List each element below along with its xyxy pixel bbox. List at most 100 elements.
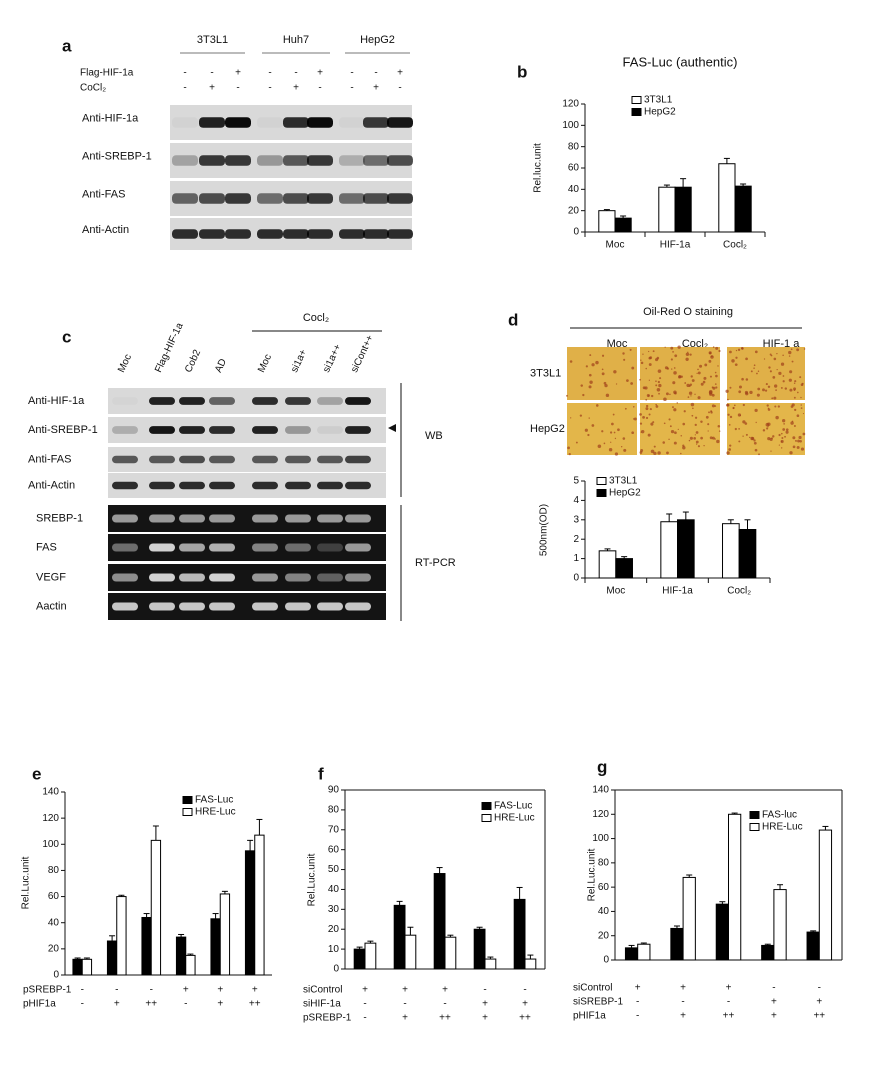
stain-dot [567, 446, 570, 450]
blot-band [387, 229, 413, 239]
stain-dot [614, 437, 617, 440]
bar [404, 934, 417, 970]
panel-label: f [318, 764, 324, 783]
blot-band [307, 155, 333, 166]
bar [674, 186, 692, 233]
stain-dot [649, 408, 652, 411]
condition-sign: - [183, 68, 186, 79]
stain-dot [789, 388, 793, 392]
error-bar [680, 178, 687, 188]
condition-sign: - [236, 83, 239, 94]
stain-dot [595, 360, 599, 365]
blot-band [225, 229, 251, 239]
error-bar [118, 894, 125, 897]
blot-band [225, 193, 251, 204]
stain-dot [623, 448, 627, 452]
condition-sign: + [726, 983, 732, 994]
blot-band [257, 229, 283, 239]
blot-band [257, 155, 283, 166]
stain-dot [750, 370, 753, 373]
stain-dot [778, 371, 782, 376]
stain-dot [792, 436, 796, 440]
y-tick-label: 60 [568, 163, 580, 174]
blot-label: Anti-HIF-1a [82, 112, 139, 124]
stain-dot [767, 385, 771, 389]
stain-dot [745, 433, 748, 436]
stain-dot [756, 393, 760, 397]
error-bar [221, 890, 228, 894]
stain-dot [613, 431, 616, 434]
panel-label: d [508, 310, 518, 329]
stain-dot [697, 371, 701, 375]
condition-sign: - [772, 983, 775, 994]
panel-label: a [62, 36, 72, 55]
stain-dot [631, 431, 635, 435]
stain-dot [645, 398, 648, 401]
stain-dot [655, 405, 659, 408]
blot-band [283, 229, 309, 239]
stain-dot [670, 346, 674, 350]
stain-dot [609, 431, 613, 434]
arrowhead [388, 424, 396, 432]
stain-dot [680, 452, 682, 455]
stain-dot [789, 451, 793, 455]
error-bar [396, 900, 403, 906]
stain-dot [690, 395, 692, 397]
blot-band [317, 514, 343, 523]
stain-dot [645, 367, 648, 370]
stain-dot [617, 428, 620, 432]
stain-dot [584, 428, 588, 432]
blot-band [179, 543, 205, 552]
condition-sign: - [483, 985, 486, 996]
cell-line-label: 3T3L1 [197, 34, 228, 46]
stain-dot [745, 378, 749, 381]
blot-band [317, 573, 343, 582]
condition-sign: - [183, 83, 186, 94]
stain-dot [729, 444, 732, 447]
blot-band [112, 397, 138, 405]
stain-dot [566, 394, 568, 397]
stain-dot [745, 392, 749, 396]
error-bar [744, 519, 751, 530]
stain-dot [613, 370, 617, 374]
blot-band [285, 481, 311, 490]
y-tick-label: 60 [598, 882, 610, 893]
bar [244, 850, 256, 976]
condition-sign: + [771, 1011, 777, 1022]
y-tick-label: 40 [48, 917, 60, 928]
blot-label: Aactin [36, 600, 67, 612]
stain-dot [595, 404, 599, 407]
error-bar [603, 209, 610, 211]
blot-band [112, 602, 138, 611]
stain-dot [673, 408, 677, 412]
condition-sign: - [523, 985, 526, 996]
condition-sign: + [522, 999, 528, 1010]
blot-band [179, 573, 205, 582]
stain-dot [611, 422, 614, 426]
stain-dot [650, 422, 654, 426]
stain-dot [657, 380, 660, 384]
stain-dot [710, 355, 713, 358]
stain-dot [709, 352, 712, 355]
stain-dot [801, 382, 804, 385]
stain-dot [765, 383, 768, 386]
stain-dot [662, 441, 666, 444]
y-tick-label: 0 [573, 573, 579, 584]
stain-dot [656, 388, 661, 392]
condition-sign: - [398, 83, 401, 94]
stain-dot [655, 403, 657, 406]
blot-band [257, 193, 283, 204]
stain-dot [738, 390, 742, 394]
blot-band [112, 543, 138, 552]
blot-band [252, 514, 278, 523]
bar [210, 918, 221, 976]
stain-dot [793, 382, 796, 385]
condition-sign: - [150, 985, 153, 996]
condition-sign: ++ [813, 1011, 825, 1022]
stain-dot [788, 378, 792, 382]
blot-band [339, 193, 365, 204]
blot-band [209, 514, 235, 523]
stain-dot [668, 438, 670, 441]
condition-sign: + [482, 999, 488, 1010]
stain-dot [758, 453, 760, 456]
